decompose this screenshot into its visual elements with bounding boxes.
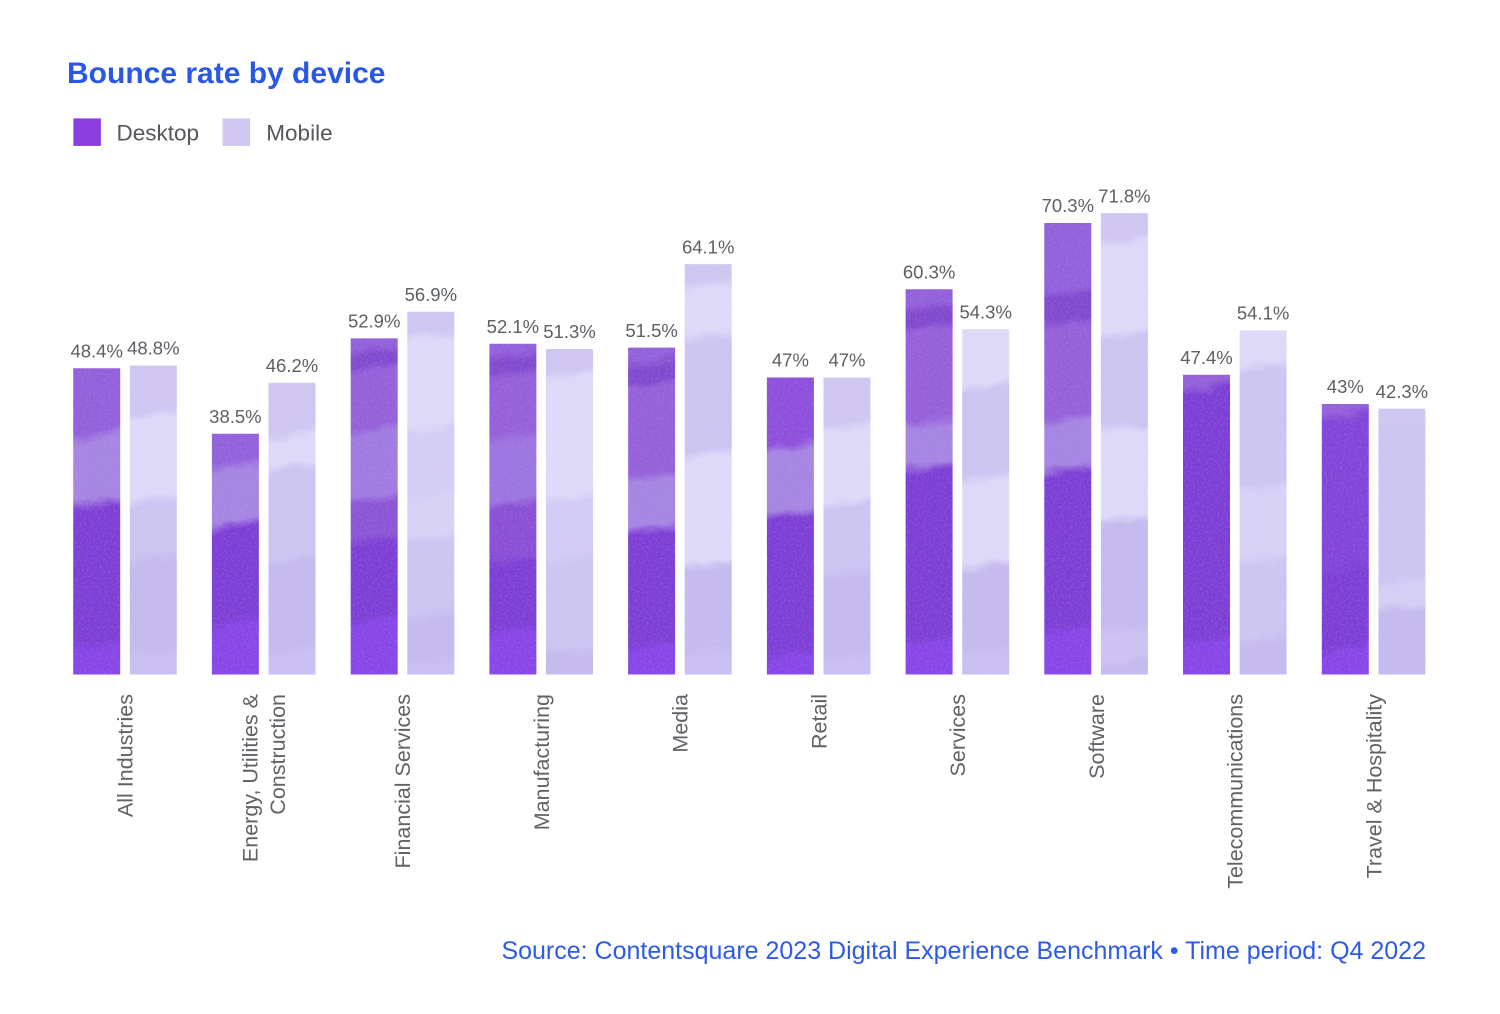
svg-text:47%: 47% [828, 350, 865, 371]
svg-text:Manufacturing: Manufacturing [530, 694, 554, 830]
svg-text:Media: Media [669, 694, 693, 753]
svg-text:54.3%: 54.3% [959, 301, 1011, 322]
svg-text:All Industries: All Industries [114, 694, 138, 817]
svg-text:47.4%: 47.4% [1180, 347, 1232, 368]
svg-text:Energy, Utilities &: Energy, Utilities & [239, 694, 263, 862]
svg-text:Bounce rate by device: Bounce rate by device [67, 57, 385, 90]
svg-text:60.3%: 60.3% [903, 262, 955, 283]
svg-text:Travel & Hospitality: Travel & Hospitality [1362, 694, 1386, 879]
svg-text:64.1%: 64.1% [682, 236, 734, 257]
svg-text:51.3%: 51.3% [543, 321, 595, 342]
svg-text:42.3%: 42.3% [1376, 381, 1428, 402]
svg-text:Services: Services [946, 694, 970, 776]
svg-text:56.9%: 56.9% [405, 284, 457, 305]
svg-text:Software: Software [1085, 694, 1109, 779]
svg-text:Source: Contentsquare 2023 Dig: Source: Contentsquare 2023 Digital Exper… [501, 937, 1426, 965]
svg-text:Financial Services: Financial Services [391, 694, 415, 868]
svg-text:48.8%: 48.8% [127, 338, 179, 359]
svg-text:Desktop: Desktop [117, 121, 200, 146]
svg-text:Construction: Construction [266, 694, 290, 815]
svg-text:51.5%: 51.5% [625, 320, 677, 341]
svg-text:43%: 43% [1327, 376, 1364, 397]
svg-text:52.1%: 52.1% [487, 316, 539, 337]
svg-text:Mobile: Mobile [266, 121, 332, 146]
svg-text:70.3%: 70.3% [1042, 195, 1094, 216]
svg-text:46.2%: 46.2% [266, 355, 318, 376]
svg-text:52.9%: 52.9% [348, 311, 400, 332]
svg-text:48.4%: 48.4% [70, 340, 122, 361]
svg-text:47%: 47% [772, 350, 809, 371]
svg-text:Retail: Retail [807, 694, 831, 749]
svg-text:38.5%: 38.5% [209, 406, 261, 427]
svg-text:71.8%: 71.8% [1098, 185, 1150, 206]
svg-text:54.1%: 54.1% [1237, 303, 1289, 324]
svg-text:Telecommunications: Telecommunications [1224, 694, 1248, 889]
